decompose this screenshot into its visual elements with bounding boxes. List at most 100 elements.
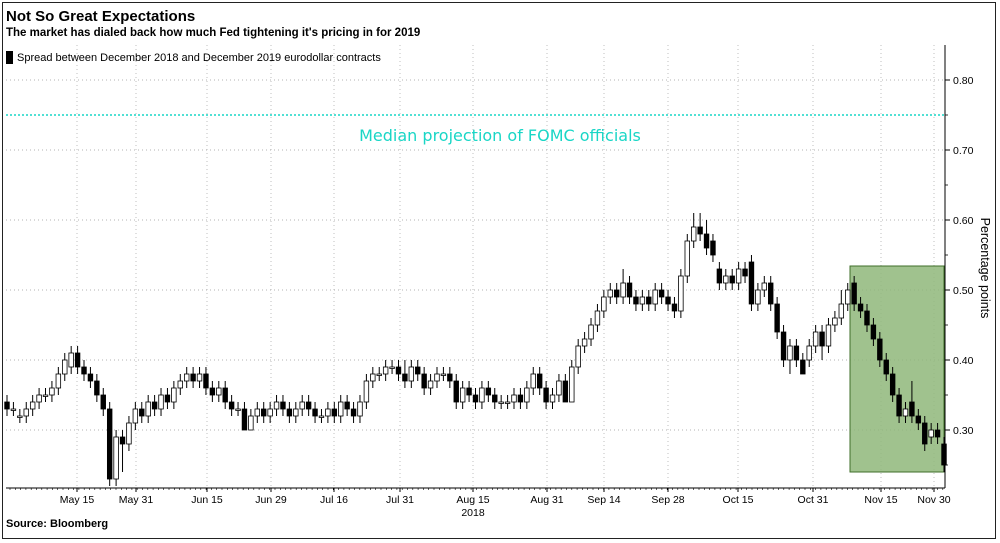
candle-body [421,373,427,389]
candle-body [49,387,55,396]
y-tick-label: 0.50 [953,285,974,297]
candle-body [62,359,68,375]
candle-body [934,429,941,438]
candle-body [626,282,633,298]
candle-body [17,415,23,418]
candle-body [119,436,126,445]
candle-body [440,373,447,376]
candle-body [415,366,421,375]
candle-body [504,401,511,404]
candle-body [889,373,896,396]
candle-body [23,408,29,417]
candle-body [318,415,325,418]
x-tick-label: Oct 31 [798,494,829,506]
candle-body [735,268,742,284]
candle-body [183,373,190,382]
x-year-label: 2018 [461,507,485,519]
candle-body [447,373,453,382]
x-tick-label: Jun 29 [255,494,287,506]
x-tick-label: Sep 28 [651,494,684,506]
candle-body [427,380,434,389]
candle-body [344,401,350,410]
candle-body [902,408,909,417]
candle-body [267,408,273,417]
candle-body [883,359,889,375]
candle-body [832,317,838,326]
candle-body [569,366,575,403]
candle-body [588,324,594,340]
candle-body [94,380,100,396]
candle-body [408,366,415,382]
candle-body [633,296,639,305]
candle-body [870,324,877,340]
candle-body [29,401,36,410]
candle-body [517,394,524,403]
candle-body [139,408,145,417]
candle-body [55,373,62,389]
y-axis-label: Percentage points [978,218,992,319]
candle-body [151,401,158,410]
candle-body [825,324,832,347]
x-tick-label: Jul 31 [386,494,414,506]
candle-body [941,443,947,466]
candle-body [838,303,845,319]
candle-body [222,387,228,403]
reference-label: Median projection of FOMC officials [359,126,641,145]
candle-body [382,366,389,375]
candle-body [716,268,723,284]
candle-body [466,387,472,396]
candle-body [171,387,177,403]
candle-body [305,401,312,410]
candle-body [42,394,49,397]
candle-body [370,373,376,382]
candle-body [81,366,87,375]
candle-body [530,373,536,389]
candle-body [768,282,774,305]
candle-body [248,415,254,431]
candle-body [203,373,209,389]
candle-body [145,401,151,417]
candle-body [742,268,748,277]
x-tick-label: Nov 30 [917,494,950,506]
y-tick-label: 0.80 [953,75,974,87]
candle-body [594,310,601,326]
x-tick-label: Jul 16 [320,494,348,506]
candle-body [915,415,922,424]
candle-body [177,380,183,389]
chart-subtitle: The market has dialed back how much Fed … [6,27,421,39]
candle-body [36,394,42,403]
candle-body [896,394,902,417]
candle-body [113,436,119,480]
legend-label: Spread between December 2018 and Decembe… [17,51,381,64]
candle-body [800,359,806,375]
candle-body [562,380,569,403]
candle-body [543,387,549,403]
candle-body [684,240,690,277]
candle-body [158,394,164,410]
candle-body [434,373,440,382]
x-tick-label: Aug 31 [530,494,563,506]
candle-body [646,296,652,305]
candle-body [453,380,459,403]
x-tick-label: Aug 15 [456,494,489,506]
candle-body [235,408,241,411]
candle-body [710,240,716,256]
candle-body [607,289,613,298]
candle-body [254,408,260,417]
x-ticks: May 15 May 31 Jun 15 Jun 29 Jul 16 Jul 31 Aug … [9,488,951,506]
candle-body [723,275,729,284]
candle-body [126,422,132,445]
candle-body [761,282,768,291]
candle-body [928,429,934,438]
y-tick-label: 0.60 [953,215,974,227]
candle-body [864,310,870,326]
x-tick-label: Jun 15 [191,494,223,506]
candle-body [479,387,485,403]
candle-body [68,352,74,368]
candle-body [389,366,395,369]
candle-body [774,303,780,333]
candle-body [196,373,203,382]
candle-body [729,275,735,284]
candle-body [877,338,883,361]
candle-body [10,408,17,411]
